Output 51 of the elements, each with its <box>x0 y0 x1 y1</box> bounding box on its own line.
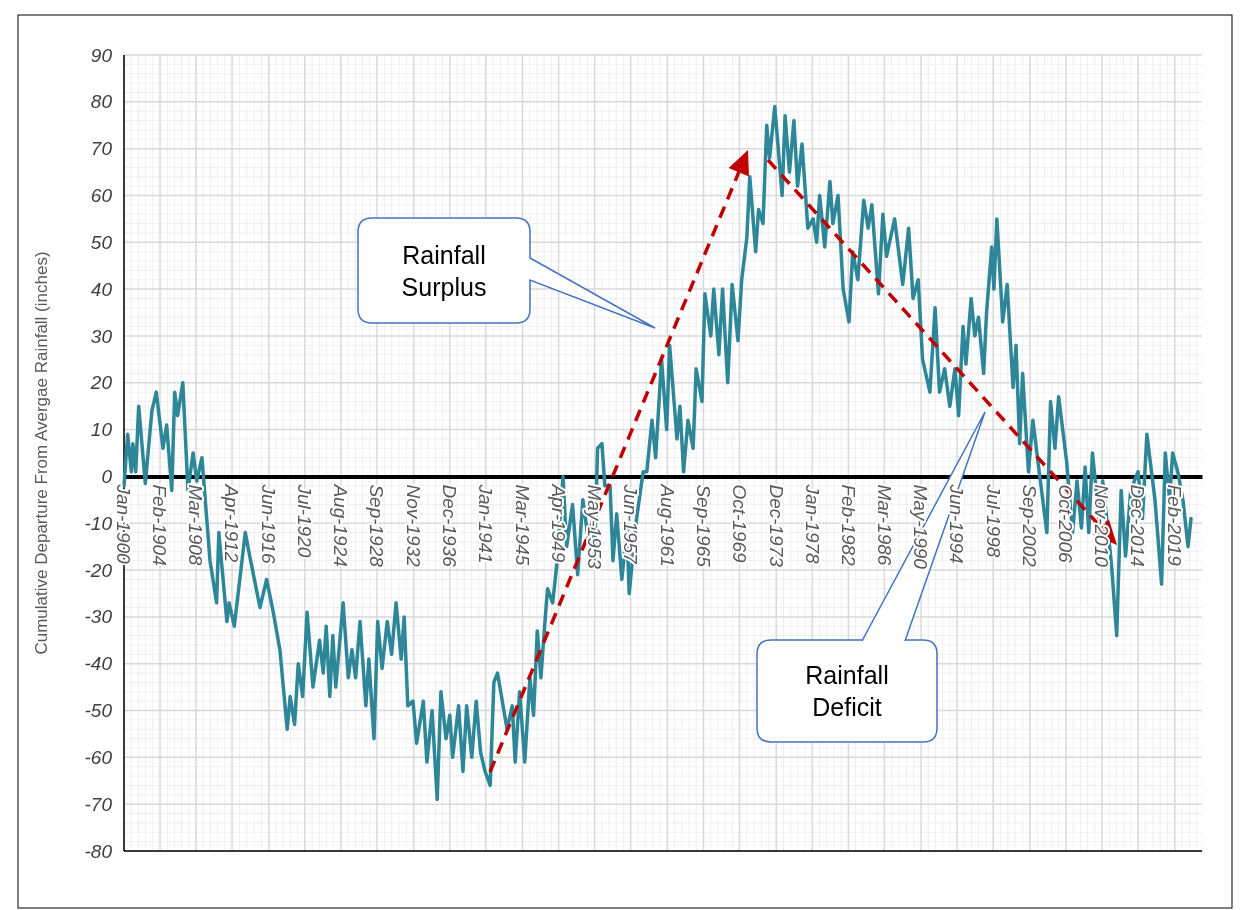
y-axis-title: Cumulative Departure From Avergae Rainfall (inches) <box>32 251 51 655</box>
x-tick-label: Jan-1941 <box>475 483 497 564</box>
x-tick-label: Jun-1957 <box>619 483 641 566</box>
x-tick-label: Feb-1982 <box>837 484 859 567</box>
x-tick-label: Mar-1945 <box>511 484 533 566</box>
x-tick-label: Aug-1961 <box>656 483 678 567</box>
x-tick-label: May-1990 <box>910 484 932 570</box>
x-tick-label: Apr-1912 <box>221 483 243 563</box>
y-tick-label: -20 <box>84 559 113 581</box>
x-tick-label: Dec-2014 <box>1127 484 1149 567</box>
x-tick-label: Apr-1949 <box>547 483 569 563</box>
x-tick-label: Mar-1908 <box>185 484 207 566</box>
x-tick-label: Jan-1900 <box>113 483 135 565</box>
y-tick-label: 20 <box>89 372 113 394</box>
x-tick-label: Mar-1986 <box>873 484 895 566</box>
x-tick-label: Nov-1932 <box>403 484 425 568</box>
y-tick-label: 80 <box>90 91 113 113</box>
x-tick-label: Jul-1998 <box>982 483 1004 558</box>
annotation: Rainfall Surplus <box>401 240 487 301</box>
x-tick-label: Aug-1924 <box>330 483 352 567</box>
x-tick-label: Feb-2019 <box>1164 484 1186 567</box>
x-tick-label: Jan-1978 <box>801 483 823 565</box>
y-tick-label: -30 <box>84 606 113 628</box>
y-tick-label: -10 <box>84 512 113 534</box>
y-tick-label: -50 <box>84 700 113 722</box>
x-tick-label: Sep-1965 <box>692 484 714 568</box>
x-tick-label: Dec-1973 <box>765 484 787 568</box>
x-tick-label: Oct-1969 <box>728 484 750 563</box>
x-tick-label: Jul-1920 <box>294 483 316 558</box>
x-tick-label: Dec-1936 <box>439 484 461 568</box>
y-tick-label: 60 <box>90 185 113 207</box>
y-tick-label: 40 <box>90 278 113 300</box>
y-tick-label: -80 <box>84 840 113 862</box>
y-tick-label: -70 <box>84 793 113 815</box>
y-tick-label: 30 <box>90 325 113 347</box>
x-tick-label: Sep-2002 <box>1019 484 1041 568</box>
y-tick-label: -40 <box>84 653 113 675</box>
y-tick-label: 90 <box>90 44 113 66</box>
x-tick-label: May-1953 <box>583 484 605 570</box>
x-tick-label: Jun-1916 <box>258 483 280 565</box>
y-tick-label: 10 <box>90 419 113 441</box>
y-tick-label: 70 <box>90 138 113 160</box>
x-tick-label: Oct-2006 <box>1055 484 1077 563</box>
y-tick-label: -60 <box>84 746 113 768</box>
x-tick-label: Feb-1904 <box>149 484 171 566</box>
x-tick-label: Sep-1928 <box>366 484 388 568</box>
y-tick-label: 0 <box>101 465 113 487</box>
x-tick-label: Jun-1994 <box>946 483 968 564</box>
y-tick-label: 50 <box>90 231 113 253</box>
annotation: Rainfall Deficit <box>805 661 889 721</box>
x-tick-label: Nov-2010 <box>1091 484 1113 568</box>
